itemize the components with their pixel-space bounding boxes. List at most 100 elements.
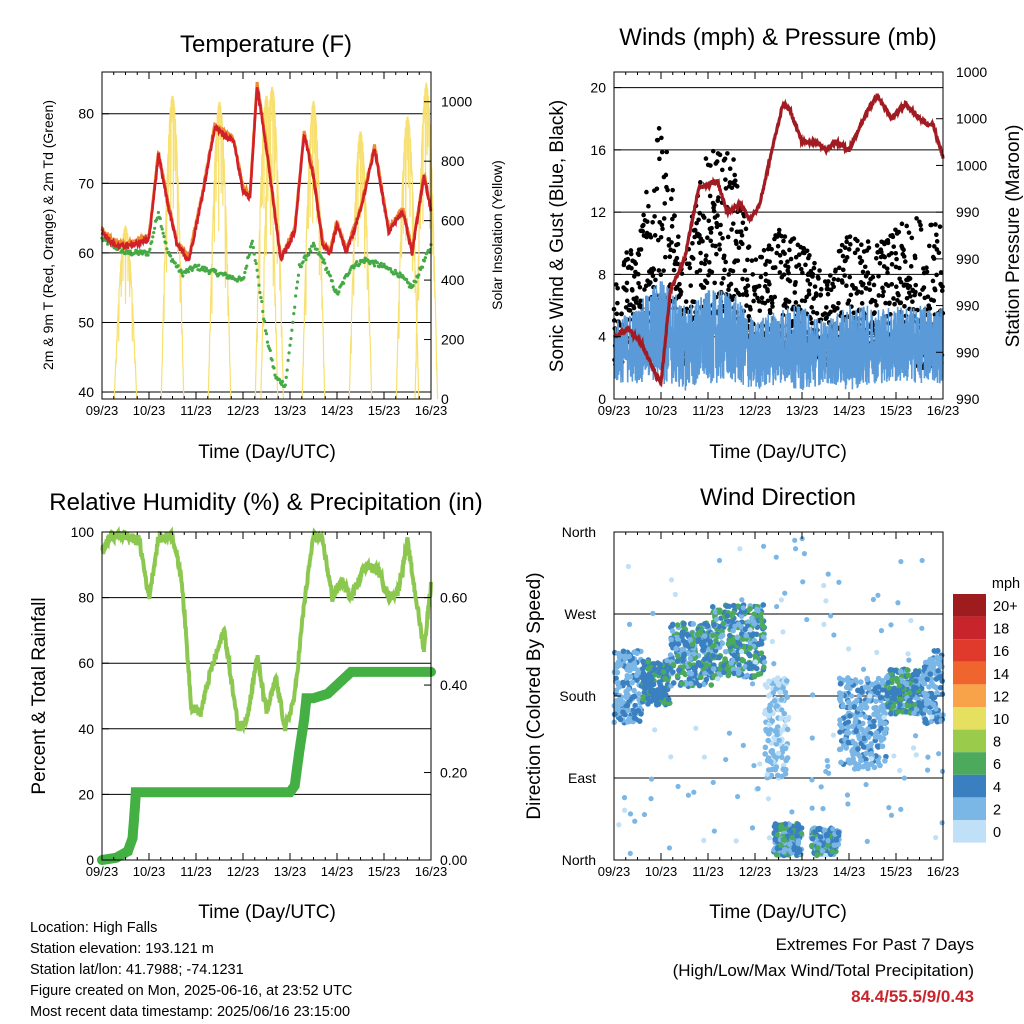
dewpoint-point (315, 247, 319, 251)
gust-point (688, 283, 694, 288)
gust-point (661, 268, 666, 273)
direction-point (703, 676, 710, 683)
gust-point (745, 257, 750, 263)
dewpoint-point (295, 280, 300, 284)
direction-point (845, 801, 851, 807)
gust-point (746, 313, 752, 319)
direction-point (824, 832, 831, 838)
direction-point (888, 812, 895, 818)
direction-point (804, 616, 810, 623)
dewpoint-point (261, 309, 265, 314)
dewpoint-point (247, 252, 252, 256)
gust-point (837, 265, 842, 271)
direction-point (724, 612, 731, 619)
dewpoint-point (357, 262, 362, 266)
gust-point (811, 265, 817, 271)
direction-point (819, 848, 826, 854)
gust-point (894, 256, 899, 262)
direction-point (854, 697, 860, 704)
direction-point (840, 703, 847, 710)
direction-point (925, 698, 931, 704)
gust-point (675, 241, 681, 247)
direction-point (927, 671, 934, 677)
temperature-xlabel: Time (Day/UTC) (198, 442, 336, 463)
dewpoint-point (184, 270, 188, 275)
gust-point (744, 292, 750, 298)
direction-point (867, 693, 873, 699)
direction-point (764, 771, 770, 778)
gust-point (767, 259, 772, 264)
direction-point (762, 659, 768, 665)
direction-point (773, 826, 779, 833)
dewpoint-point (325, 266, 329, 270)
gust-point (642, 287, 647, 292)
direction-point (888, 689, 894, 696)
gust-point (726, 287, 731, 293)
gust-point (679, 271, 685, 276)
direction-point (778, 842, 784, 849)
gust-point (707, 260, 712, 265)
dewpoint-point (408, 282, 412, 286)
dir-xtick-label: 10/23 (645, 864, 678, 879)
direction-point (853, 715, 859, 722)
dewpoint-point (341, 281, 346, 285)
gust-point (924, 269, 930, 275)
direction-point (875, 592, 881, 598)
direction-point (680, 664, 687, 670)
gust-point (703, 253, 709, 258)
wind-ytick-label: 12 (590, 204, 606, 220)
gust-point (892, 301, 897, 307)
winds-ylabel-left: Sonic Wind & Gust (Blue, Black) (547, 100, 568, 372)
direction-point (777, 689, 784, 696)
gust-point (770, 304, 775, 309)
gust-point (725, 234, 731, 240)
direction-point (760, 543, 767, 549)
direction-point (641, 811, 648, 818)
gust-point (835, 306, 840, 311)
gust-point (787, 247, 792, 253)
direction-point (766, 678, 772, 685)
gust-point (910, 299, 915, 304)
gust-point (822, 311, 828, 316)
wind-ytick-label: 4 (598, 329, 606, 345)
direction-point (627, 674, 634, 680)
gust-point (906, 230, 912, 235)
direction-point (922, 659, 929, 666)
direction-point (668, 577, 675, 583)
precip-line (97, 666, 436, 865)
wind-xtick-label: 16/23 (927, 403, 960, 418)
gust-point (786, 299, 792, 304)
legend-label: 8 (993, 735, 1001, 751)
dewpoint-point (328, 274, 333, 278)
direction-point (757, 761, 763, 767)
direction-point (668, 641, 675, 648)
direction-point (763, 726, 769, 733)
legend-label: 18 (993, 622, 1009, 638)
dewpoint-point (151, 235, 155, 239)
dewpoint-point (311, 241, 316, 245)
gust-point (801, 246, 807, 251)
direction-point (837, 717, 843, 723)
gust-point (914, 216, 919, 221)
gust-point (788, 256, 794, 262)
direction-point (680, 669, 687, 676)
gust-point (702, 261, 708, 267)
gust-point (918, 227, 924, 232)
gust-point (717, 247, 723, 252)
gust-point (767, 310, 773, 316)
dewpoint-point (283, 383, 287, 387)
gust-point (792, 290, 798, 295)
direction-point (795, 840, 802, 847)
gust-point (890, 234, 896, 240)
direction-point (818, 784, 824, 790)
gust-point (697, 232, 702, 238)
temperature-panel: Temperature (F) 09/23 10/23 11/23 12/23 13/2… (40, 31, 505, 463)
direction-point (722, 656, 728, 662)
gust-point (938, 270, 944, 275)
gust-point (666, 243, 672, 248)
gust-point (743, 226, 749, 232)
dewpoint-point (123, 252, 128, 256)
direction-point (912, 733, 919, 739)
dewpoint-point (181, 274, 185, 278)
direction-point (679, 681, 686, 687)
